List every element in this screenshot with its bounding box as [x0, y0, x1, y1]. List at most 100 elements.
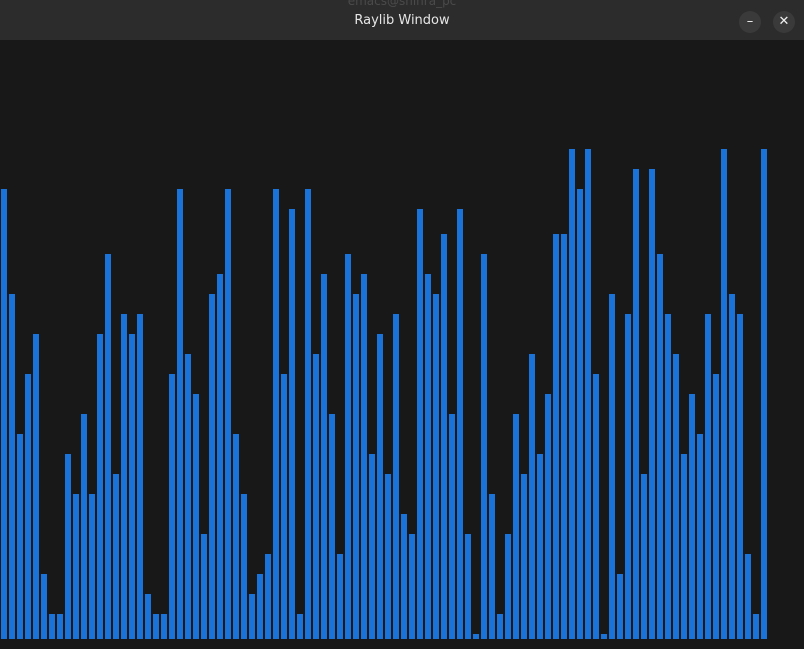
bar: [281, 374, 287, 639]
bar: [705, 314, 711, 639]
bar: [233, 434, 239, 639]
bar: [193, 394, 199, 639]
bar: [201, 534, 207, 639]
bar: [529, 354, 535, 639]
bar: [225, 189, 231, 639]
bar: [417, 209, 423, 639]
bar: [585, 149, 591, 639]
bar: [505, 534, 511, 639]
bar: [745, 554, 751, 639]
bar: [681, 454, 687, 639]
bar: [425, 274, 431, 639]
bar: [369, 454, 375, 639]
bar: [297, 614, 303, 639]
bar: [161, 614, 167, 639]
bar: [593, 374, 599, 639]
bar: [409, 534, 415, 639]
bar: [209, 294, 215, 639]
bar: [385, 474, 391, 639]
bar: [65, 454, 71, 639]
bar: [473, 634, 479, 639]
bar: [25, 374, 31, 639]
bar: [145, 594, 151, 639]
bar: [481, 254, 487, 639]
bar: [33, 334, 39, 639]
bar: [185, 354, 191, 639]
title-bar[interactable]: emacs@shinra_pc Raylib Window – ✕: [0, 0, 804, 41]
bar: [401, 514, 407, 639]
bar-visualization: [0, 41, 804, 649]
bar: [641, 474, 647, 639]
bar: [329, 414, 335, 639]
bar: [17, 434, 23, 639]
bar: [737, 314, 743, 639]
bar: [377, 334, 383, 639]
bar: [617, 574, 623, 639]
bar: [105, 254, 111, 639]
bar: [545, 394, 551, 639]
bar: [1, 189, 7, 639]
bar: [649, 169, 655, 639]
bar: [265, 554, 271, 639]
bar: [345, 254, 351, 639]
bar: [289, 209, 295, 639]
bar: [569, 149, 575, 639]
bar: [713, 374, 719, 639]
bar: [97, 334, 103, 639]
bar: [337, 554, 343, 639]
bar: [457, 209, 463, 639]
bar: [673, 354, 679, 639]
bar: [121, 314, 127, 639]
bar: [609, 294, 615, 639]
bar: [689, 394, 695, 639]
bar: [313, 354, 319, 639]
bar: [177, 189, 183, 639]
bar: [257, 574, 263, 639]
bar: [433, 294, 439, 639]
bar: [449, 414, 455, 639]
bar: [153, 614, 159, 639]
bar: [305, 189, 311, 639]
bar: [513, 414, 519, 639]
window-title: Raylib Window: [354, 13, 450, 28]
bar: [241, 494, 247, 639]
bar: [57, 614, 63, 639]
bar: [753, 614, 759, 639]
bar: [721, 149, 727, 639]
bar: [489, 494, 495, 639]
bar: [217, 274, 223, 639]
bar: [249, 594, 255, 639]
bar: [137, 314, 143, 639]
bar: [561, 234, 567, 639]
bar: [89, 494, 95, 639]
bar: [353, 294, 359, 639]
minimize-button[interactable]: –: [739, 11, 761, 33]
bar: [9, 294, 15, 639]
bar: [625, 314, 631, 639]
bar: [393, 314, 399, 639]
bar: [129, 334, 135, 639]
bar: [601, 634, 607, 639]
bar: [729, 294, 735, 639]
close-button[interactable]: ✕: [773, 11, 795, 33]
bar: [41, 574, 47, 639]
bar: [321, 274, 327, 639]
bar: [577, 189, 583, 639]
bar: [73, 494, 79, 639]
bar: [465, 534, 471, 639]
bar: [657, 254, 663, 639]
background-window-caption: emacs@shinra_pc: [347, 0, 457, 8]
bar: [697, 434, 703, 639]
bar: [361, 274, 367, 639]
bar: [441, 234, 447, 639]
bar: [521, 474, 527, 639]
bar: [761, 149, 767, 639]
bar: [81, 414, 87, 639]
bar: [169, 374, 175, 639]
bar: [665, 314, 671, 639]
bar: [633, 169, 639, 639]
bar: [49, 614, 55, 639]
bar: [113, 474, 119, 639]
render-canvas: [0, 41, 804, 649]
